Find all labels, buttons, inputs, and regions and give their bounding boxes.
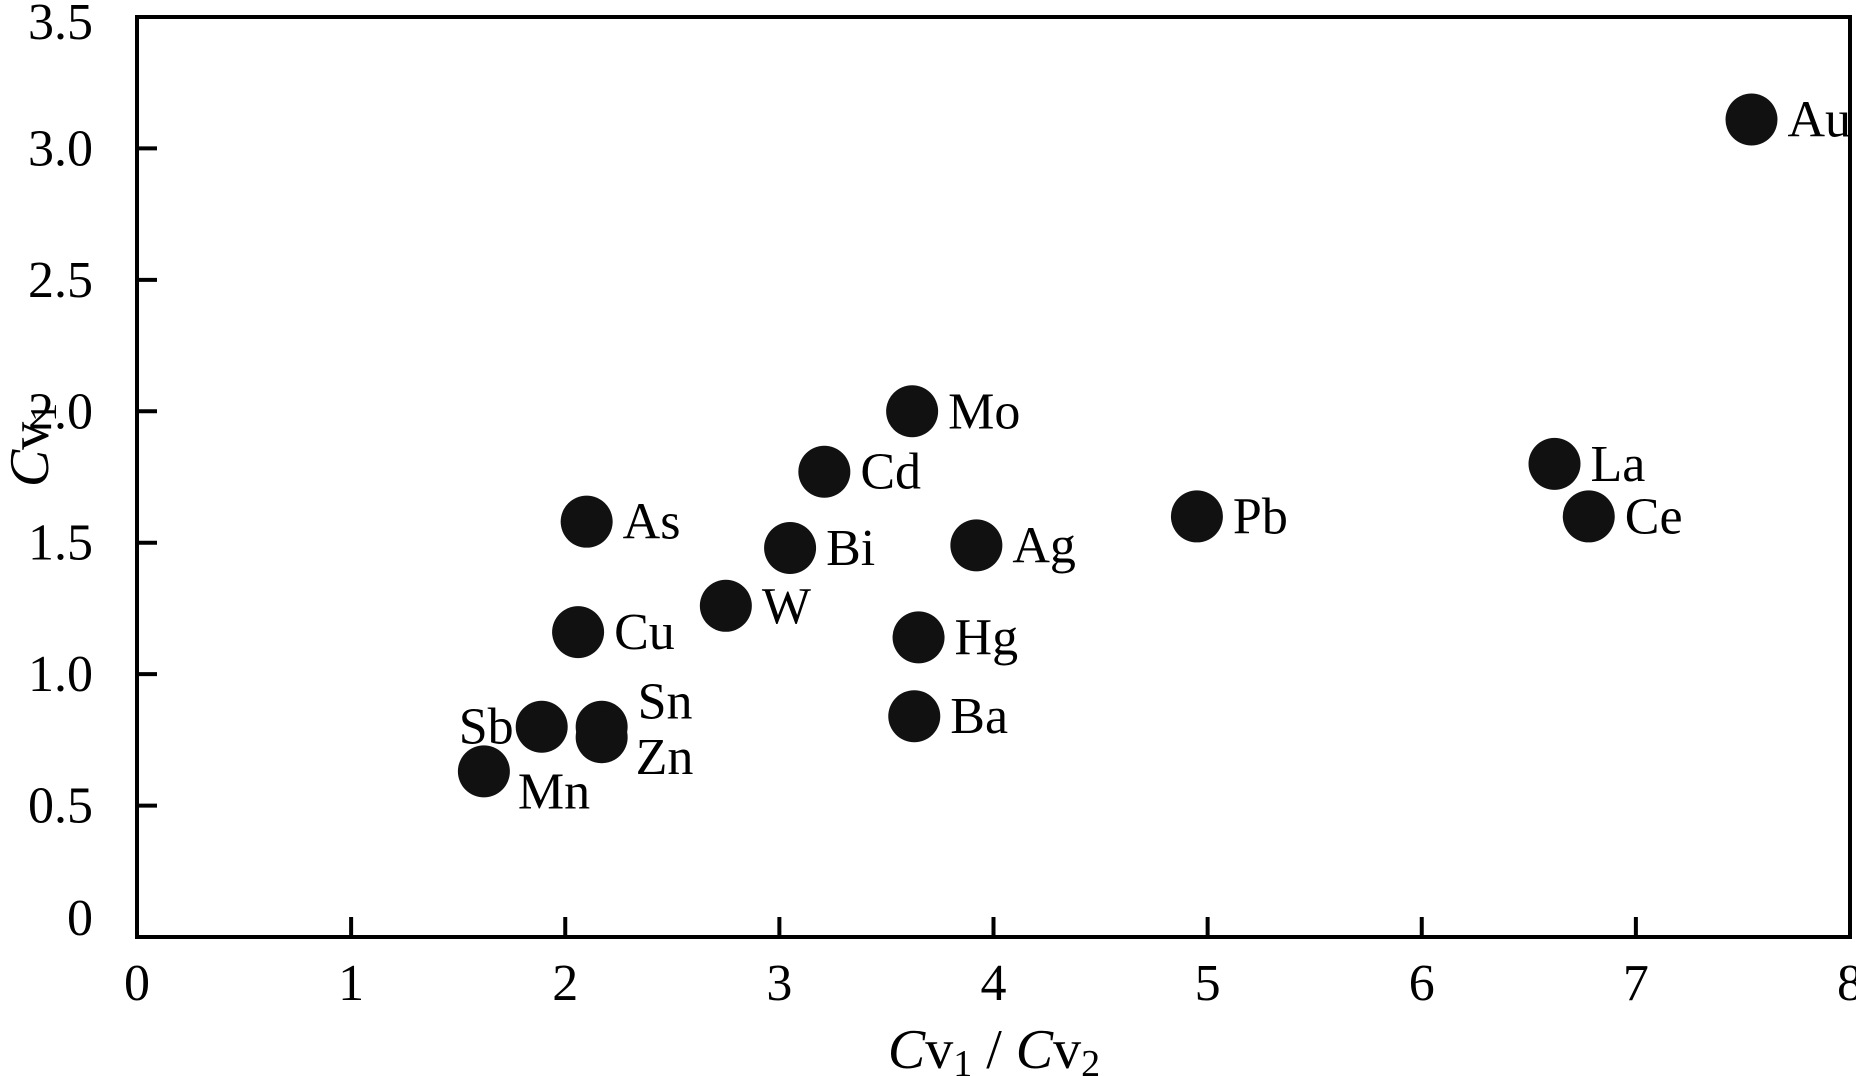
y-tick-label: 0 (67, 890, 93, 947)
point-label-ag: Ag (1012, 517, 1076, 574)
y-tick-label: 1.5 (28, 515, 93, 572)
point-label-w: W (762, 578, 811, 635)
point-label-cu: Cu (614, 604, 675, 661)
point-label-ce: Ce (1625, 488, 1683, 545)
x-tick-label: 8 (1837, 955, 1856, 1012)
point-label-mo: Mo (948, 383, 1020, 440)
x-tick-label: 0 (124, 955, 150, 1012)
x-tick-label: 4 (981, 955, 1007, 1012)
point-label-la: La (1591, 436, 1646, 493)
point-label-bi: Bi (826, 520, 875, 577)
point-ag (950, 519, 1003, 572)
x-axis-title: Cv1 / Cv2 (888, 1019, 1100, 1076)
y-tick-label: 1.0 (28, 646, 93, 703)
point-hg (892, 611, 945, 664)
point-label-as: As (623, 494, 681, 551)
point-label-cd: Cd (860, 444, 921, 501)
point-label-ba: Ba (950, 688, 1008, 745)
point-label-au: Au (1788, 92, 1852, 149)
point-label-mn: Mn (518, 763, 590, 820)
point-sb (515, 700, 568, 753)
y-axis-title: Cv1 (0, 403, 65, 487)
point-au (1725, 93, 1778, 146)
point-pb (1170, 490, 1223, 543)
point-ce (1562, 490, 1615, 543)
y-tick-label: 2.0 (28, 383, 93, 440)
point-label-zn: Zn (636, 729, 694, 786)
x-tick-label: 1 (338, 955, 364, 1012)
point-la (1528, 437, 1581, 490)
point-zn (575, 711, 628, 764)
x-tick-label: 6 (1409, 955, 1435, 1012)
point-label-pb: Pb (1233, 488, 1288, 545)
point-label-sn: Sn (638, 674, 693, 731)
point-ba (888, 690, 941, 743)
point-bi (764, 521, 817, 574)
y-tick-label: 0.5 (28, 778, 93, 835)
point-mn (457, 745, 510, 798)
point-as (560, 495, 613, 548)
y-tick-label: 2.5 (28, 252, 93, 309)
y-tick-label: 3.0 (28, 120, 93, 177)
point-w (699, 579, 752, 632)
y-axis: 0 0.5 1.0 1.5 2.0 2.5 3.0 3.5 (28, 0, 157, 947)
x-tick-label: 5 (1195, 955, 1221, 1012)
point-cd (798, 445, 851, 498)
x-axis: 0 1 2 3 4 5 6 7 8 (124, 917, 1856, 1012)
point-mo (886, 385, 939, 438)
point-label-hg: Hg (955, 609, 1019, 666)
y-tick-label: 3.5 (28, 0, 93, 51)
x-tick-label: 7 (1623, 955, 1649, 1012)
x-tick-label: 2 (552, 955, 578, 1012)
point-cu (552, 606, 605, 659)
x-tick-label: 3 (766, 955, 792, 1012)
